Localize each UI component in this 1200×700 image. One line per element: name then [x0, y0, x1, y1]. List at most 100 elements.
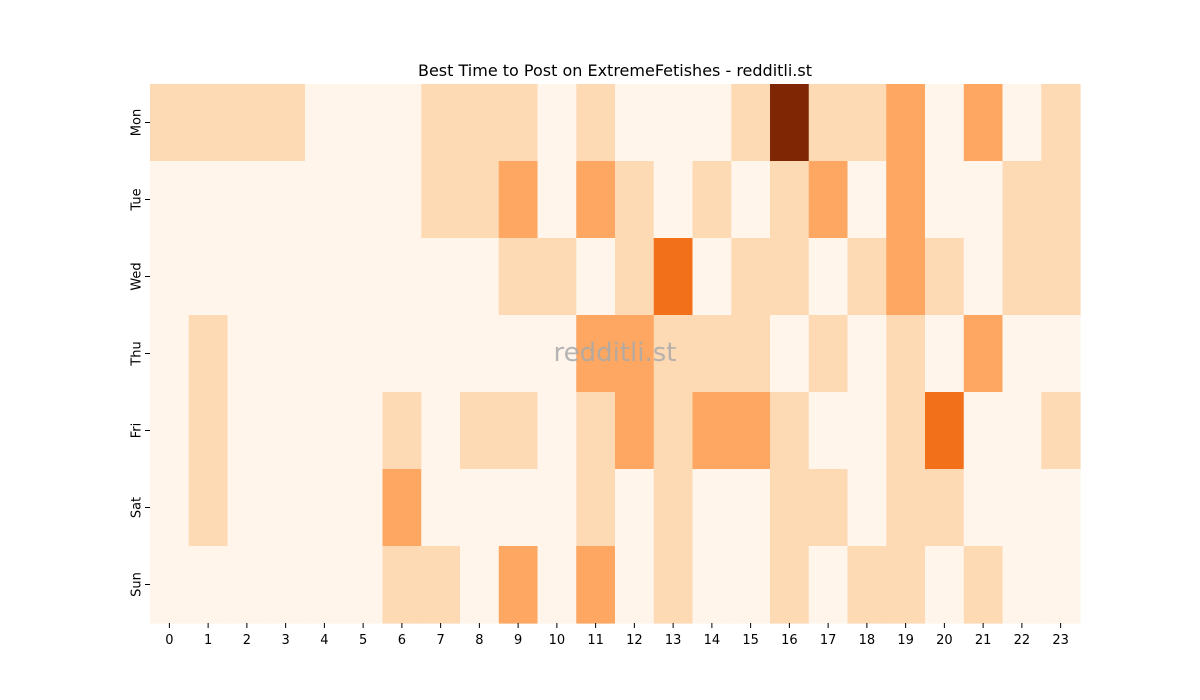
heatmap-cells: [150, 84, 1081, 624]
heatmap-cell-sun-2: [227, 546, 267, 624]
heatmap-cell-fri-12: [615, 392, 655, 470]
heatmap-cell-fri-3: [266, 392, 306, 470]
heatmap-cell-sun-0: [150, 546, 190, 624]
x-tick-label: 22: [1014, 633, 1031, 648]
heatmap-cell-wed-3: [266, 238, 306, 316]
heatmap-cell-sat-17: [808, 469, 849, 547]
x-tick-label: 18: [859, 633, 876, 648]
heatmap-cell-tue-22: [1002, 161, 1042, 239]
heatmap-cell-sun-23: [1041, 546, 1081, 624]
heatmap-cell-tue-16: [770, 161, 810, 239]
heatmap-cell-mon-3: [266, 84, 306, 162]
heatmap-cell-sun-22: [1002, 546, 1042, 624]
heatmap-cell-fri-23: [1041, 392, 1081, 470]
y-tick-label: Tue: [130, 188, 145, 211]
heatmap-cell-tue-12: [615, 161, 655, 239]
y-tick-label: Sun: [130, 572, 145, 597]
heatmap-cell-wed-11: [576, 238, 616, 316]
heatmap-cell-thu-18: [847, 315, 887, 393]
heatmap-cell-mon-22: [1002, 84, 1042, 162]
x-tick-label: 2: [243, 633, 251, 648]
heatmap-cell-fri-11: [576, 392, 616, 470]
heatmap-cell-mon-0: [150, 84, 190, 162]
heatmap-cell-sat-8: [460, 469, 500, 547]
heatmap-cell-sat-19: [886, 469, 926, 547]
heatmap-cell-fri-9: [498, 392, 539, 470]
heatmap-cell-thu-11: [576, 315, 616, 393]
heatmap-cell-fri-19: [886, 392, 926, 470]
heatmap-cell-mon-13: [653, 84, 694, 162]
heatmap-cell-mon-6: [382, 84, 422, 162]
x-tick-label: 10: [549, 633, 566, 648]
x-tick-label: 0: [165, 633, 173, 648]
heatmap-cell-sat-2: [227, 469, 267, 547]
heatmap-cell-tue-21: [963, 161, 1004, 239]
heatmap-cell-fri-10: [537, 392, 577, 470]
heatmap-cell-wed-17: [808, 238, 849, 316]
heatmap-cell-sun-16: [770, 546, 810, 624]
heatmap-cell-thu-9: [498, 315, 539, 393]
heatmap-cell-fri-20: [925, 392, 965, 470]
heatmap-cell-tue-1: [188, 161, 229, 239]
x-tick-label: 5: [359, 633, 367, 648]
heatmap-cell-sat-18: [847, 469, 887, 547]
x-tick-label: 23: [1052, 633, 1069, 648]
heatmap-cell-tue-3: [266, 161, 306, 239]
heatmap-cell-mon-4: [305, 84, 345, 162]
x-tick-label: 7: [436, 633, 444, 648]
heatmap-cell-tue-5: [343, 161, 384, 239]
heatmap-cell-thu-0: [150, 315, 190, 393]
x-tick-label: 20: [936, 633, 953, 648]
x-tick-label: 21: [975, 633, 992, 648]
heatmap-cell-tue-6: [382, 161, 422, 239]
heatmap-cell-thu-15: [731, 315, 771, 393]
heatmap-cell-sun-6: [382, 546, 422, 624]
x-tick-label: 8: [475, 633, 483, 648]
heatmap-cell-sun-11: [576, 546, 616, 624]
heatmap-cell-sat-1: [188, 469, 229, 547]
x-tick-label: 6: [398, 633, 406, 648]
heatmap-cell-mon-7: [421, 84, 461, 162]
heatmap-cell-thu-8: [460, 315, 500, 393]
heatmap-cell-fri-13: [653, 392, 694, 470]
heatmap-cell-wed-19: [886, 238, 926, 316]
heatmap-cell-wed-16: [770, 238, 810, 316]
heatmap-cell-thu-12: [615, 315, 655, 393]
heatmap-cell-sun-9: [498, 546, 539, 624]
heatmap-cell-sat-9: [498, 469, 539, 547]
heatmap-cell-sun-4: [305, 546, 345, 624]
heatmap-cell-tue-10: [537, 161, 577, 239]
x-tick-label: 4: [320, 633, 328, 648]
x-axis: 0 1 2 3 4 5 6 7 8 9 10 11 12 13 14 15 16 17 18 19 20 21 22 23: [165, 623, 1069, 648]
heatmap-cell-sun-19: [886, 546, 926, 624]
heatmap-cell-fri-15: [731, 392, 771, 470]
heatmap-cell-tue-18: [847, 161, 887, 239]
heatmap-cell-thu-10: [537, 315, 577, 393]
heatmap-cell-wed-7: [421, 238, 461, 316]
y-tick-label: Thu: [130, 341, 145, 366]
heatmap-cell-fri-2: [227, 392, 267, 470]
heatmap-cell-mon-18: [847, 84, 887, 162]
heatmap-cell-sun-8: [460, 546, 500, 624]
heatmap-cell-mon-11: [576, 84, 616, 162]
heatmap-cell-sat-22: [1002, 469, 1042, 547]
heatmap-cell-sat-16: [770, 469, 810, 547]
x-tick-label: 11: [587, 633, 604, 648]
heatmap-cell-sun-20: [925, 546, 965, 624]
heatmap-cell-sun-17: [808, 546, 849, 624]
heatmap-cell-thu-19: [886, 315, 926, 393]
heatmap-cell-thu-20: [925, 315, 965, 393]
heatmap-cell-mon-9: [498, 84, 539, 162]
heatmap-cell-fri-16: [770, 392, 810, 470]
heatmap-cell-mon-17: [808, 84, 849, 162]
x-tick-label: 9: [514, 633, 522, 648]
heatmap-cell-mon-5: [343, 84, 384, 162]
heatmap-cell-wed-4: [305, 238, 345, 316]
heatmap-cell-wed-12: [615, 238, 655, 316]
heatmap-cell-sat-0: [150, 469, 190, 547]
heatmap-cell-fri-4: [305, 392, 345, 470]
heatmap-cell-thu-1: [188, 315, 229, 393]
heatmap-cell-sat-4: [305, 469, 345, 547]
heatmap-cell-wed-10: [537, 238, 577, 316]
